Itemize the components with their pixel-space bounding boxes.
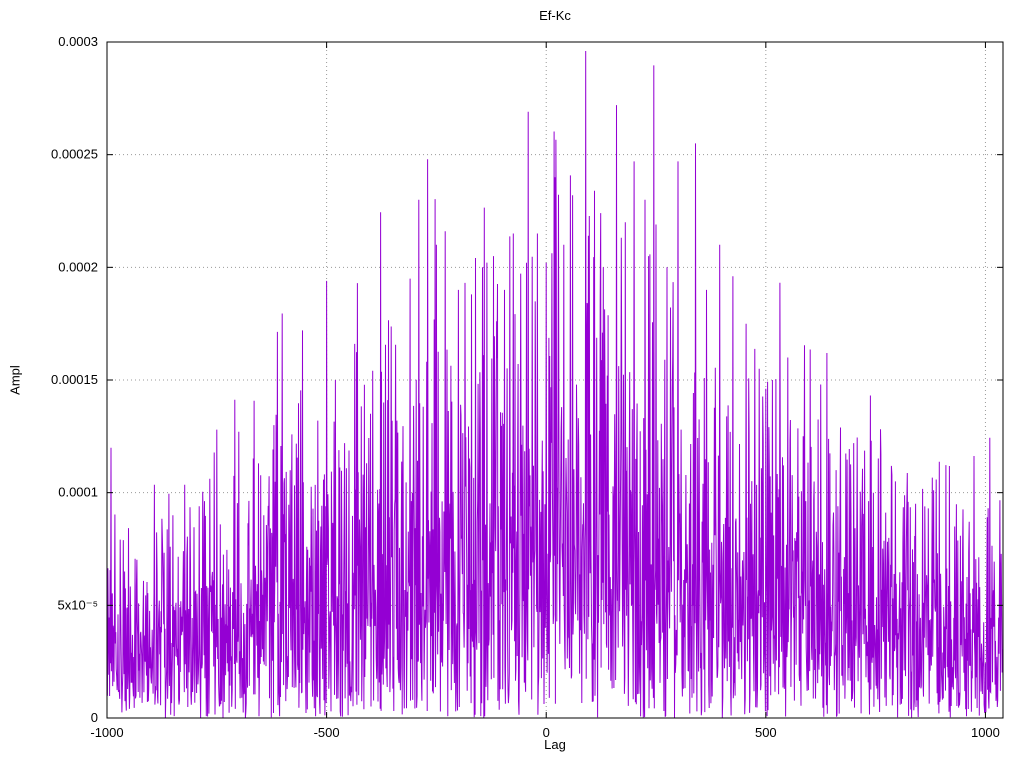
x-tick-label: 500 [755,725,777,740]
y-tick-label: 0.0001 [58,485,98,500]
x-tick-label: 0 [543,725,550,740]
chart-title: Ef-Kc [539,8,571,23]
y-tick-label: 0.00015 [51,372,98,387]
x-tick-label: -1000 [90,725,123,740]
y-tick-label: 5x10⁻⁵ [58,597,98,612]
x-tick-label: -500 [314,725,340,740]
x-axis-label: Lag [544,737,566,752]
y-tick-label: 0 [91,710,98,725]
series-line [106,50,1004,719]
y-tick-label: 0.00025 [51,147,98,162]
x-tick-label: 1000 [971,725,1000,740]
y-tick-label: 0.0003 [58,34,98,49]
y-tick-label: 0.0002 [58,259,98,274]
